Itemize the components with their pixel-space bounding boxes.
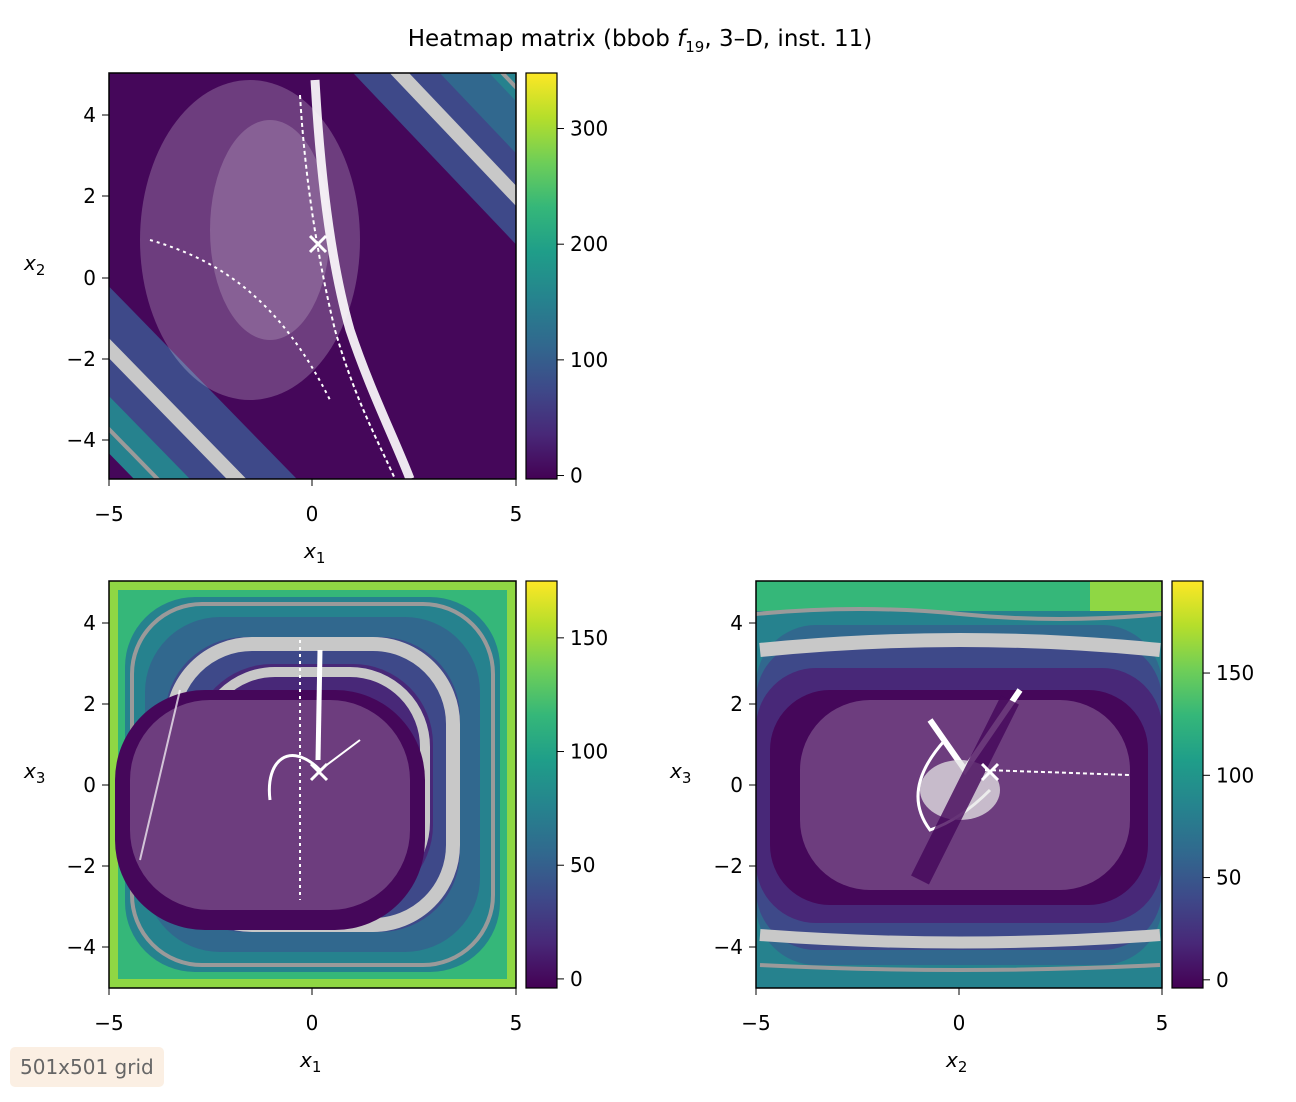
y-tick-label: 0 (730, 773, 743, 797)
colorbar-tick-label: 150 (570, 626, 608, 650)
colorbar-tick-label: 150 (1216, 661, 1254, 685)
x-axis-label: x1 (303, 539, 325, 567)
heatmap-x2-x3-field (756, 581, 1162, 988)
y-tick-label: −4 (714, 935, 743, 959)
colorbar-tick-label: 0 (1216, 968, 1229, 992)
colorbar: 0 100 200 300 (525, 72, 608, 488)
x-ticks: −5 0 5 (741, 988, 1168, 1035)
y-tick-label: −4 (67, 935, 96, 959)
colorbar-tick-label: 300 (570, 117, 608, 141)
y-tick-label: −2 (67, 347, 96, 371)
x-tick-label: 5 (1156, 1011, 1169, 1035)
x-tick-label: 0 (306, 1011, 319, 1035)
x-tick-label: −5 (741, 1011, 770, 1035)
y-tick-label: 2 (83, 692, 96, 716)
colorbar-tick-label: 0 (570, 967, 583, 991)
y-ticks: 4 2 0 −2 −4 (67, 103, 109, 452)
x-tick-label: 0 (306, 502, 319, 526)
optimum-marker (980, 762, 1000, 782)
x-axis-label: x2 (945, 1048, 967, 1076)
x-tick-label: 5 (510, 1011, 523, 1035)
y-ticks: 4 2 0 −2 −4 (714, 611, 756, 959)
x-tick-label: −5 (94, 502, 123, 526)
y-axis-label: x3 (23, 759, 45, 787)
y-tick-label: −4 (67, 428, 96, 452)
y-tick-label: 0 (83, 266, 96, 290)
y-axis-label: x3 (669, 759, 691, 787)
colorbar: 0 50 100 150 (525, 580, 608, 991)
heatmap-x1-x3-field (109, 581, 516, 988)
y-tick-label: 2 (730, 692, 743, 716)
y-tick-label: 0 (83, 773, 96, 797)
colorbar-tick-label: 100 (570, 740, 608, 764)
grid-size-note: 501x501 grid (10, 1047, 164, 1087)
colorbar-tick-label: 100 (1216, 763, 1254, 787)
heatmap-x1-x2-field (109, 73, 516, 479)
y-tick-label: −2 (67, 854, 96, 878)
y-tick-label: 2 (83, 184, 96, 208)
colorbar-tick-label: 200 (570, 232, 608, 256)
x-tick-label: −5 (94, 1011, 123, 1035)
y-axis-label: x2 (23, 251, 45, 279)
x-tick-label: 5 (510, 502, 523, 526)
x-axis-label: x1 (299, 1048, 321, 1076)
colorbar-tick-label: 50 (570, 853, 595, 877)
optimum-marker (309, 762, 329, 782)
x-tick-label: 0 (953, 1011, 966, 1035)
y-tick-label: 4 (730, 611, 743, 635)
x-ticks: −5 0 5 (94, 988, 522, 1035)
figure-title: Heatmap matrix (bbob f19, 3–D, inst. 11) (408, 26, 873, 56)
colorbar-tick-label: 50 (1216, 866, 1241, 890)
y-ticks: 4 2 0 −2 −4 (67, 611, 109, 959)
x-ticks: −5 0 5 (94, 479, 522, 526)
colorbar-tick-label: 100 (570, 348, 608, 372)
optimum-marker (308, 234, 328, 254)
y-tick-label: 4 (83, 611, 96, 635)
y-tick-label: −2 (714, 854, 743, 878)
colorbar: 0 50 100 150 (1171, 580, 1254, 992)
y-tick-label: 4 (83, 103, 96, 127)
colorbar-tick-label: 0 (570, 464, 583, 488)
